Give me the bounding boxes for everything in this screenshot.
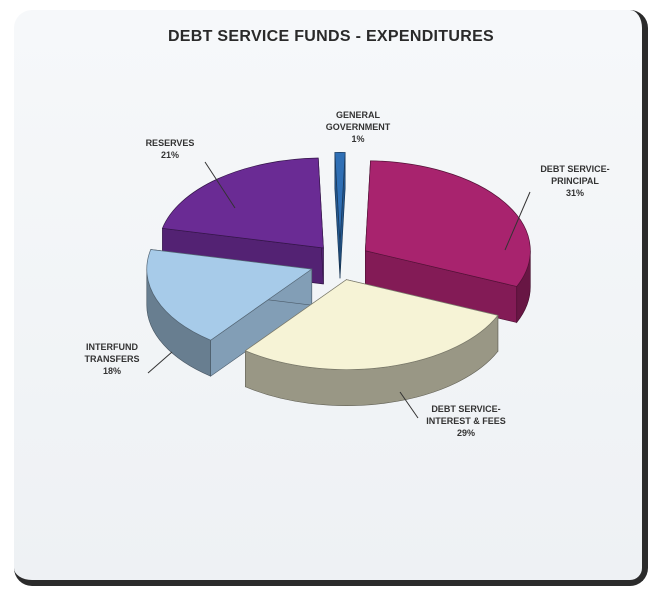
pie-slice-4 — [146, 249, 313, 377]
leader-line — [399, 391, 419, 419]
pie-slice-2 — [364, 160, 531, 324]
leader-line — [147, 351, 173, 374]
slice-label: GENERAL GOVERNMENT 1% — [326, 110, 391, 144]
pie-slice-1 — [334, 152, 346, 279]
slice-label: DEBT SERVICE-PRINCIPAL 31% — [540, 164, 609, 198]
pie-slice-3 — [244, 279, 499, 406]
slice-label: DEBT SERVICE-INTEREST & FEES 29% — [426, 404, 506, 438]
chart-title: DEBT SERVICE FUNDS - EXPENDITURES — [167, 28, 495, 45]
leader-line — [204, 161, 236, 209]
pie-slice-top — [364, 160, 531, 287]
slice-label: INTERFUND TRANSFERS 18% — [84, 342, 139, 376]
pie-slice-top — [161, 157, 324, 249]
pie-slice-top — [334, 152, 346, 243]
leader-line — [504, 191, 531, 251]
slice-label: RESERVES 21% — [146, 138, 195, 160]
pie-slice-top — [146, 249, 313, 341]
pie-slice-top — [244, 279, 499, 370]
